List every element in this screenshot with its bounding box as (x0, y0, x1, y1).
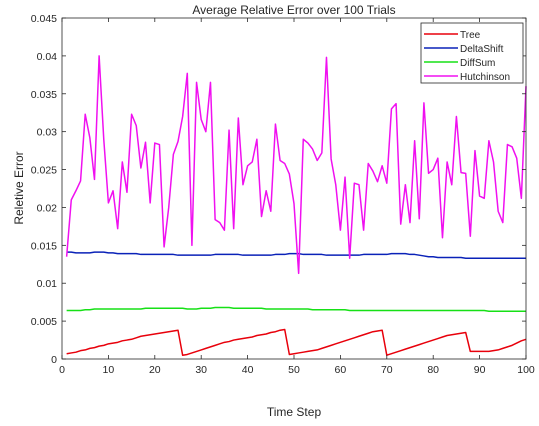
x-tick-label: 10 (103, 364, 115, 376)
legend-label-deltashift: DeltaShift (460, 44, 504, 55)
series-line-hutchinson (65, 55, 527, 275)
x-tick-label: 70 (381, 364, 393, 376)
x-tick-label: 30 (195, 364, 207, 376)
legend-label-diffsum: DiffSum (460, 58, 495, 69)
y-tick-label: 0.04 (37, 51, 58, 63)
x-tick-label: 50 (288, 364, 300, 376)
legend: Tree DeltaShift DiffSum Hutchinson (420, 22, 524, 84)
x-tick-label: 40 (242, 364, 254, 376)
x-axis-label: Time Step (267, 405, 322, 419)
series-line-diffsum (66, 306, 526, 313)
x-tick-label: 0 (59, 364, 65, 376)
y-tick-label: 0.005 (31, 316, 57, 328)
y-tick-label: 0 (51, 354, 57, 366)
legend-box (420, 22, 524, 84)
legend-label-hutchinson: Hutchinson (460, 72, 510, 83)
x-axis-ticks: 0 10 20 30 40 50 60 70 80 90 100 (59, 18, 535, 376)
legend-label-tree: Tree (460, 30, 481, 41)
x-tick-label: 60 (335, 364, 347, 376)
y-tick-label: 0.045 (31, 13, 57, 25)
y-tick-label: 0.01 (37, 278, 58, 290)
x-tick-label: 20 (149, 364, 161, 376)
series-line-tree (66, 328, 527, 356)
series-layer (65, 55, 527, 356)
x-tick-label: 90 (474, 364, 486, 376)
y-axis-label: Reletive Error (12, 151, 26, 224)
x-tick-label: 100 (517, 364, 535, 376)
x-tick-label: 80 (427, 364, 439, 376)
y-tick-label: 0.015 (31, 240, 57, 252)
series-line-deltashift (66, 251, 526, 259)
chart-title: Average Relative Error over 100 Trials (192, 3, 395, 17)
y-tick-label: 0.03 (37, 127, 58, 139)
y-tick-label: 0.02 (37, 202, 58, 214)
y-tick-label: 0.025 (31, 165, 57, 177)
y-axis-ticks: 0 0.005 0.01 0.015 0.02 0.025 0.03 0.035 0.04 0.0… (31, 13, 526, 366)
y-tick-label: 0.035 (31, 89, 57, 101)
